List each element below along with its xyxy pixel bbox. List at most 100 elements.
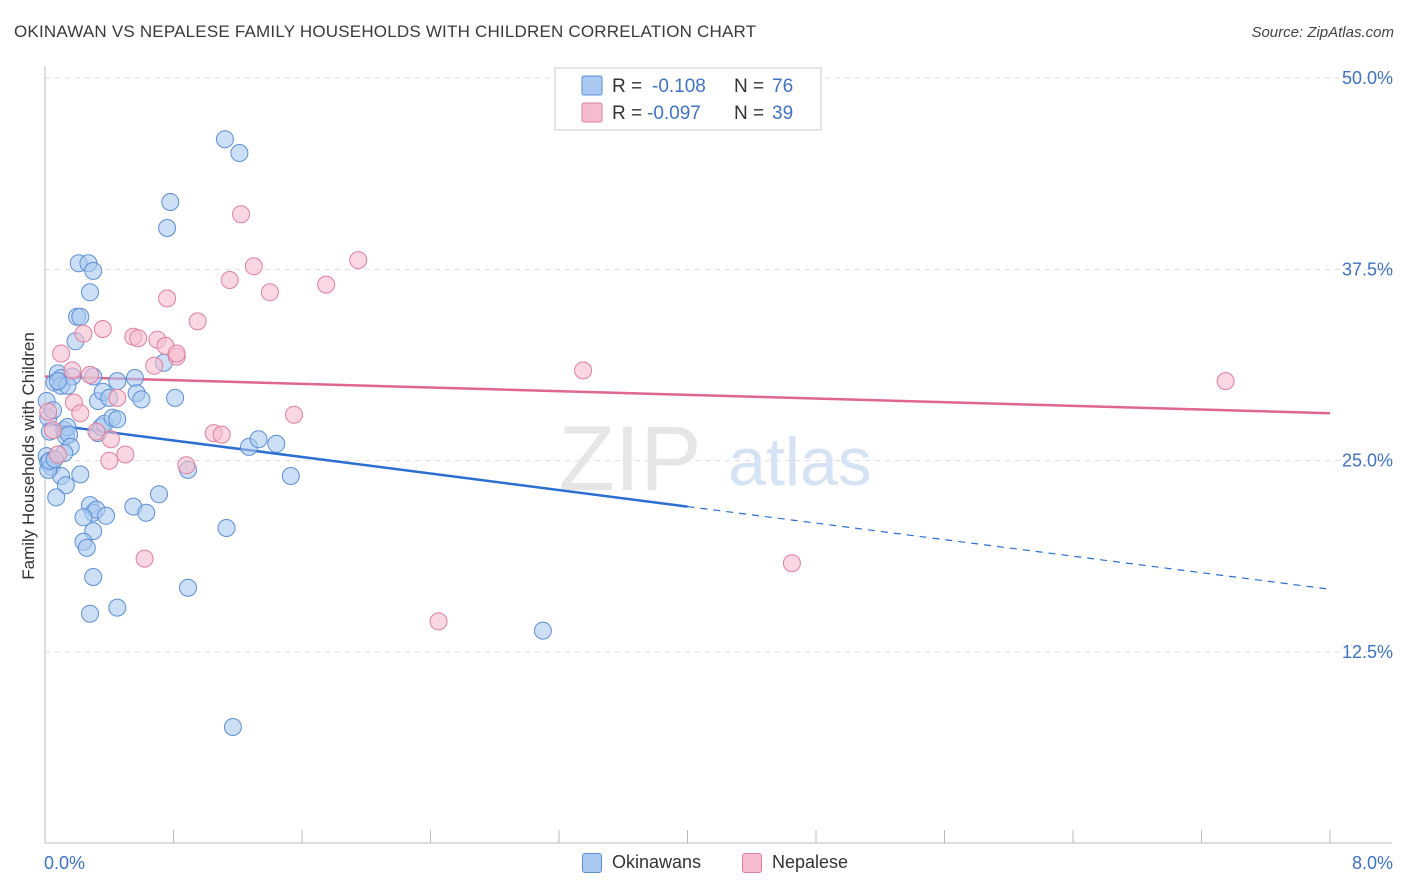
x-tick-label-0: 0.0% [44,853,85,873]
legend-r-label-2: R = [612,103,642,124]
okinawan-trend-line [44,422,688,508]
okinawan-point-41 [97,506,115,525]
x-tick-label-1: 8.0% [1352,853,1393,873]
legend-item-okinawans: Okinawans [582,852,701,873]
legend-n-label-2: N = [734,103,764,124]
y-tick-label-3: 50.0% [1342,68,1393,88]
nepalese-point-31 [260,283,279,302]
okinawan-point-70 [533,621,552,640]
nepalese-point-21 [158,289,177,308]
okinawan-point-66 [281,467,300,485]
nepalese-point-33 [317,275,336,294]
okinawan-point-46 [84,568,103,586]
okinawan-point-32 [108,410,127,429]
chart-title: OKINAWAN VS NEPALESE FAMILY HOUSEHOLDS W… [14,22,757,41]
nepalese-point-27 [212,425,231,444]
legend-n-value-2: 39 [772,103,793,124]
okinawan-point-22 [84,261,103,280]
top-legend: R = -0.108 N = 76 R = -0.097 N = 39 [554,67,822,131]
okinawan-point-64 [249,430,268,449]
okinawan-point-61 [217,519,236,537]
nepalese-point-12 [100,451,119,470]
okinawan-point-59 [179,578,197,597]
legend-r-label-1: R = [612,76,642,97]
okinawan-trend-extension [687,505,1331,590]
legend-n-label-1: N = [734,76,764,97]
okinawan-point-55 [158,219,177,237]
okinawan-point-36 [47,488,66,507]
nepalese-point-18 [145,356,164,375]
okinawan-point-53 [150,485,168,504]
okinawan-point-52 [137,503,156,522]
bottom-legend: Okinawans Nepalese [0,852,1406,878]
okinawan-point-42 [74,508,93,527]
nepalese-point-8 [81,365,99,384]
nepalese-point-14 [116,445,135,464]
legend-swatch-okinawans [581,75,603,96]
points-layer [37,130,1235,736]
legend-n-value-1: 76 [772,76,793,97]
nepalese-point-2 [48,445,67,464]
nepalese-point-13 [108,388,127,407]
okinawan-point-37 [71,465,90,484]
nepalese-point-7 [74,324,93,343]
chart-source: Source: ZipAtlas.com [1251,24,1394,41]
okinawan-point-67 [81,604,99,623]
y-tick-label-2: 37.5% [1342,259,1393,279]
nepalese-point-4 [63,361,82,380]
nepalese-point-1 [44,421,62,440]
nepalese-point-16 [129,329,148,348]
okinawan-point-47 [108,372,127,391]
nepalese-point-10 [93,320,112,338]
okinawan-point-57 [166,388,185,407]
nepalese-point-38 [1216,372,1235,391]
okinawan-point-75 [48,372,67,391]
y-tick-label-0: 12.5% [1342,642,1393,662]
nepalese-point-36 [574,361,593,380]
trend-layer [44,375,1331,590]
nepalese-point-37 [782,554,801,573]
legend-swatch-nepalese [581,102,603,123]
nepalese-point-3 [52,344,71,363]
nepalese-point-6 [71,404,90,423]
okinawans-swatch [582,852,602,873]
watermark-atlas: atlas [728,424,872,500]
okinawan-point-65 [267,434,286,453]
legend-r-value-1: -0.108 [652,76,706,97]
okinawan-point-45 [77,538,96,557]
x-tick-labels: 0.0% 8.0% [44,853,1393,873]
nepalese-swatch [742,852,762,873]
nepalese-point-11 [101,430,120,449]
legend-r-value-2: -0.097 [647,103,701,124]
nepalese-point-23 [167,344,186,363]
nepalese-point-35 [429,612,448,631]
y-axis-label: Family Households with Children [19,332,38,580]
nepalese-label: Nepalese [772,852,849,872]
nepalese-point-24 [177,456,196,475]
legend-item-nepalese: Nepalese [742,852,848,873]
nepalese-point-30 [244,257,263,276]
okinawan-point-21 [81,283,99,302]
nepalese-point-32 [285,405,303,424]
okinawan-point-60 [215,130,234,149]
okinawan-point-69 [223,718,242,736]
grid-layer [45,77,1392,653]
okinawan-point-50 [132,390,151,409]
y-tick-labels: 12.5% 25.0% 37.5% 50.0% [1342,68,1393,662]
watermark-zip: ZIP [558,408,701,510]
nepalese-point-9 [87,422,106,441]
nepalese-point-17 [135,549,154,568]
okinawan-point-23 [71,307,90,326]
nepalese-point-28 [220,271,239,289]
okinawan-point-62 [230,144,249,162]
watermark: ZIP atlas [558,408,871,510]
okinawans-label: Okinawans [612,852,702,872]
okinawan-point-48 [125,369,144,387]
okinawan-point-56 [161,193,180,211]
nepalese-trend-line [44,375,1331,415]
nepalese-point-25 [188,312,207,331]
okinawan-point-68 [108,598,127,617]
okinawan-point-35 [56,476,75,495]
